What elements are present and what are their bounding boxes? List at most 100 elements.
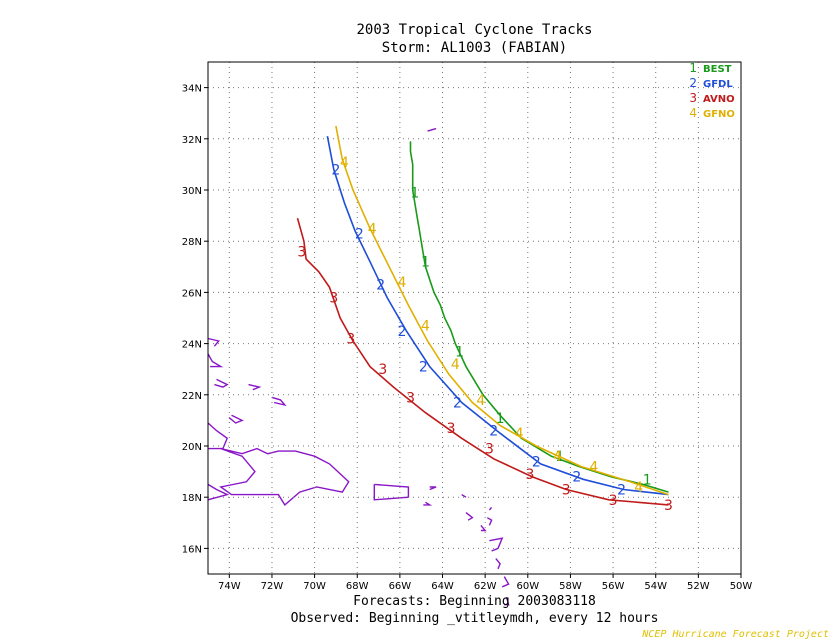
y-tick-label: 20N [182, 442, 202, 453]
coastline [489, 537, 504, 552]
track-marker-gfdl: 2 [419, 360, 428, 376]
legend: 1 BEST 2 GFDL 3 AVNO 4 GFNO [689, 61, 735, 120]
track-marker-avno: 3 [346, 331, 355, 347]
x-tick-label: 74W [218, 581, 241, 592]
y-tick-label: 22N [182, 391, 202, 402]
coastline [465, 512, 474, 521]
x-tick-label: 62W [474, 581, 497, 592]
track-marker-gfdl: 2 [532, 454, 541, 470]
coastline [207, 337, 220, 347]
observed-footer: Observed: Beginning _vtitleymdh, every 1… [290, 611, 659, 626]
track-marker-gfdl: 2 [617, 483, 626, 499]
coastline [504, 596, 510, 606]
track-marker-gfno: 4 [340, 155, 349, 171]
y-tick-label: 24N [182, 340, 202, 351]
coastline [228, 414, 244, 424]
x-tick-label: 68W [346, 581, 369, 592]
y-tick-label: 16N [182, 544, 202, 555]
track-marker-avno: 3 [609, 493, 618, 509]
legend-label: AVNO [703, 94, 735, 105]
track-marker-gfno: 4 [451, 357, 460, 373]
axes-layer: 74W 72W 70W 68W 66W 64W 62W 60W 58W 56W 54W 52W 50W 1… [182, 84, 753, 592]
track-marker-avno: 3 [297, 244, 306, 260]
credit-text: NCEP Hurricane Forecast Project [642, 629, 829, 640]
y-tick-label: 18N [182, 493, 202, 504]
track-marker-gfdl: 2 [453, 395, 462, 411]
x-tick-label: 50W [730, 581, 753, 592]
track-marker-gfdl: 2 [398, 324, 407, 340]
coastline [427, 127, 437, 132]
coastline [207, 422, 229, 450]
track-marker-avno: 3 [378, 362, 387, 378]
track-marker-gfno: 4 [553, 449, 562, 465]
track-marker-gfdl: 2 [572, 470, 581, 486]
track-marker-avno: 3 [664, 498, 673, 514]
x-tick-label: 70W [303, 581, 326, 592]
legend-marker: 3 [689, 91, 697, 105]
track-marker-best: 1 [421, 255, 430, 271]
track-marker-best: 1 [496, 411, 505, 427]
track-marker-gfno: 4 [634, 480, 643, 496]
chart-subtitle: Storm: AL1003 (FABIAN) [381, 40, 568, 56]
track-marker-gfno: 4 [476, 393, 485, 409]
track-gfno [335, 125, 669, 496]
track-marker-gfno: 4 [368, 221, 377, 237]
grid-layer [208, 62, 742, 574]
chart-title: 2003 Tropical Cyclone Tracks [356, 22, 593, 38]
coastline [488, 506, 493, 511]
plot-frame [207, 61, 742, 575]
track-marker-gfdl: 2 [376, 278, 385, 294]
legend-marker: 1 [689, 61, 697, 75]
legend-label: BEST [703, 64, 732, 75]
x-tick-label: 52W [687, 581, 710, 592]
y-tick-label: 30N [182, 186, 202, 197]
track-marker-avno: 3 [485, 442, 494, 458]
legend-label: GFNO [703, 109, 735, 120]
track-marker-gfdl: 2 [355, 227, 364, 243]
x-tick-label: 64W [431, 581, 454, 592]
track-marker-avno: 3 [447, 421, 456, 437]
coastline-layer [207, 127, 510, 606]
x-tick-label: 72W [261, 581, 284, 592]
coastline [495, 558, 501, 570]
x-tick-label: 56W [602, 581, 625, 592]
track-marker-avno: 3 [562, 483, 571, 499]
track-avno [296, 217, 669, 506]
track-marker-gfdl: 2 [331, 163, 340, 179]
track-marker-best: 1 [455, 344, 464, 360]
track-marker-avno: 3 [406, 390, 415, 406]
coastline [248, 383, 262, 391]
track-best [409, 141, 669, 493]
y-tick-label: 26N [182, 288, 202, 299]
x-tick-label: 66W [389, 581, 412, 592]
track-marker-gfdl: 2 [489, 424, 498, 440]
coastline [271, 396, 287, 407]
track-marker-gfno: 4 [589, 459, 598, 475]
legend-marker: 2 [689, 76, 697, 90]
coastline [423, 501, 433, 506]
coastline [207, 353, 224, 368]
coastline [501, 576, 510, 588]
legend-marker: 4 [689, 106, 697, 120]
coastline [219, 447, 350, 506]
track-marker-avno: 3 [329, 291, 338, 307]
track-marker-best: 1 [643, 472, 652, 488]
x-tick-label: 58W [559, 581, 582, 592]
y-tick-label: 34N [182, 84, 202, 95]
legend-label: GFDL [703, 79, 733, 90]
coastline [486, 517, 493, 526]
y-tick-label: 28N [182, 237, 202, 248]
track-gfdl [326, 136, 669, 496]
x-tick-label: 60W [516, 581, 539, 592]
coastline [207, 483, 230, 501]
forecast-footer: Forecasts: Beginning 2003083118 [353, 594, 596, 609]
track-marker-gfno: 4 [515, 426, 524, 442]
track-marker-avno: 3 [525, 467, 534, 483]
track-marker-gfno: 4 [398, 275, 407, 291]
coastline [429, 486, 437, 491]
track-marker-gfno: 4 [421, 319, 430, 335]
track-marker-best: 1 [410, 186, 419, 202]
x-tick-label: 54W [644, 581, 667, 592]
